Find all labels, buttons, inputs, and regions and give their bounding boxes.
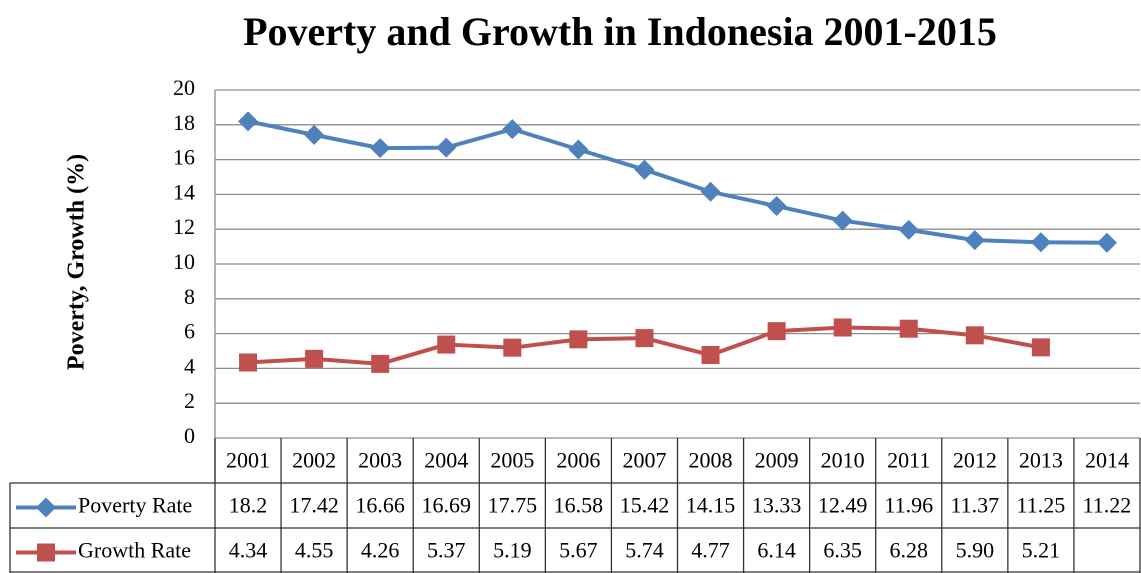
table-value: 12.49 (818, 493, 868, 518)
point (304, 124, 325, 145)
point (965, 326, 984, 345)
table-value: 6.28 (890, 538, 929, 563)
table-value: 17.75 (488, 493, 538, 518)
x-tick-label: 2002 (292, 448, 336, 473)
table-value: 11.96 (884, 493, 933, 518)
point (964, 230, 985, 251)
table-value: 6.14 (757, 538, 796, 563)
point (832, 210, 853, 231)
x-tick-label: 2013 (1019, 448, 1063, 473)
table-value: 16.58 (554, 493, 604, 518)
x-tick-label: 2012 (953, 448, 997, 473)
y-tick-label: 20 (173, 75, 195, 100)
point (701, 346, 720, 365)
y-tick-label: 18 (173, 110, 195, 135)
point (239, 353, 258, 372)
table-value: 11.37 (950, 493, 999, 518)
point (634, 159, 655, 180)
table-value: 11.25 (1017, 493, 1066, 518)
x-tick-label: 2008 (689, 448, 733, 473)
point (503, 338, 522, 357)
y-axis-title: Poverty, Growth (%) (64, 154, 90, 370)
y-tick-label: 4 (184, 353, 195, 378)
table-value: 6.35 (823, 538, 862, 563)
table-value: 4.55 (295, 538, 334, 563)
point (238, 111, 259, 132)
legend-label: Growth Rate (78, 538, 191, 563)
table-value: 5.21 (1022, 538, 1061, 563)
table-value: 4.77 (691, 538, 730, 563)
y-tick-label: 0 (184, 423, 195, 448)
y-tick-label: 12 (173, 214, 195, 239)
point (767, 322, 786, 341)
x-tick-label: 2005 (490, 448, 534, 473)
point (502, 119, 523, 140)
point (37, 543, 55, 562)
table-value: 16.69 (422, 493, 472, 518)
x-tick-label: 2001 (226, 448, 270, 473)
point (36, 497, 56, 518)
table-value: 4.34 (229, 538, 268, 563)
point (899, 319, 918, 338)
table-value: 5.19 (493, 538, 532, 563)
y-tick-label: 14 (173, 179, 195, 204)
x-tick-label: 2004 (424, 448, 468, 473)
point (833, 318, 852, 337)
x-tick-label: 2003 (358, 448, 402, 473)
point (1030, 232, 1051, 253)
x-tick-label: 2011 (887, 448, 930, 473)
point (568, 139, 589, 160)
table-value: 5.67 (559, 538, 598, 563)
table-value: 15.42 (620, 493, 670, 518)
table-value: 17.42 (289, 493, 339, 518)
table-value: 5.37 (427, 538, 466, 563)
y-tick-label: 10 (173, 249, 195, 274)
table-value: 5.90 (956, 538, 995, 563)
table-value: 18.2 (229, 493, 268, 518)
point (766, 196, 787, 217)
table-value: 14.15 (686, 493, 736, 518)
point (437, 335, 456, 354)
legend-label: Poverty Rate (78, 493, 192, 518)
x-tick-label: 2006 (556, 448, 600, 473)
y-tick-label: 16 (173, 145, 195, 170)
table-value: 5.74 (625, 538, 664, 563)
chart-title: Poverty and Growth in Indonesia 2001-201… (243, 9, 997, 54)
point (1096, 232, 1117, 253)
point (1031, 338, 1050, 357)
point (371, 354, 390, 373)
y-tick-label: 2 (184, 388, 195, 413)
y-tick-label: 6 (184, 319, 195, 344)
point (700, 181, 721, 202)
x-tick-label: 2014 (1085, 448, 1129, 473)
x-tick-label: 2009 (755, 448, 799, 473)
y-tick-label: 8 (184, 284, 195, 309)
point (569, 330, 588, 349)
table-value: 13.33 (752, 493, 802, 518)
table-value: 4.26 (361, 538, 400, 563)
table-value: 16.66 (355, 493, 405, 518)
point (635, 329, 654, 348)
point (436, 137, 457, 158)
x-tick-label: 2007 (622, 448, 666, 473)
x-tick-label: 2010 (821, 448, 865, 473)
point (898, 219, 919, 240)
point (370, 138, 391, 159)
series-line (247, 119, 1107, 245)
point (305, 349, 324, 368)
table-value: 11.22 (1083, 493, 1132, 518)
